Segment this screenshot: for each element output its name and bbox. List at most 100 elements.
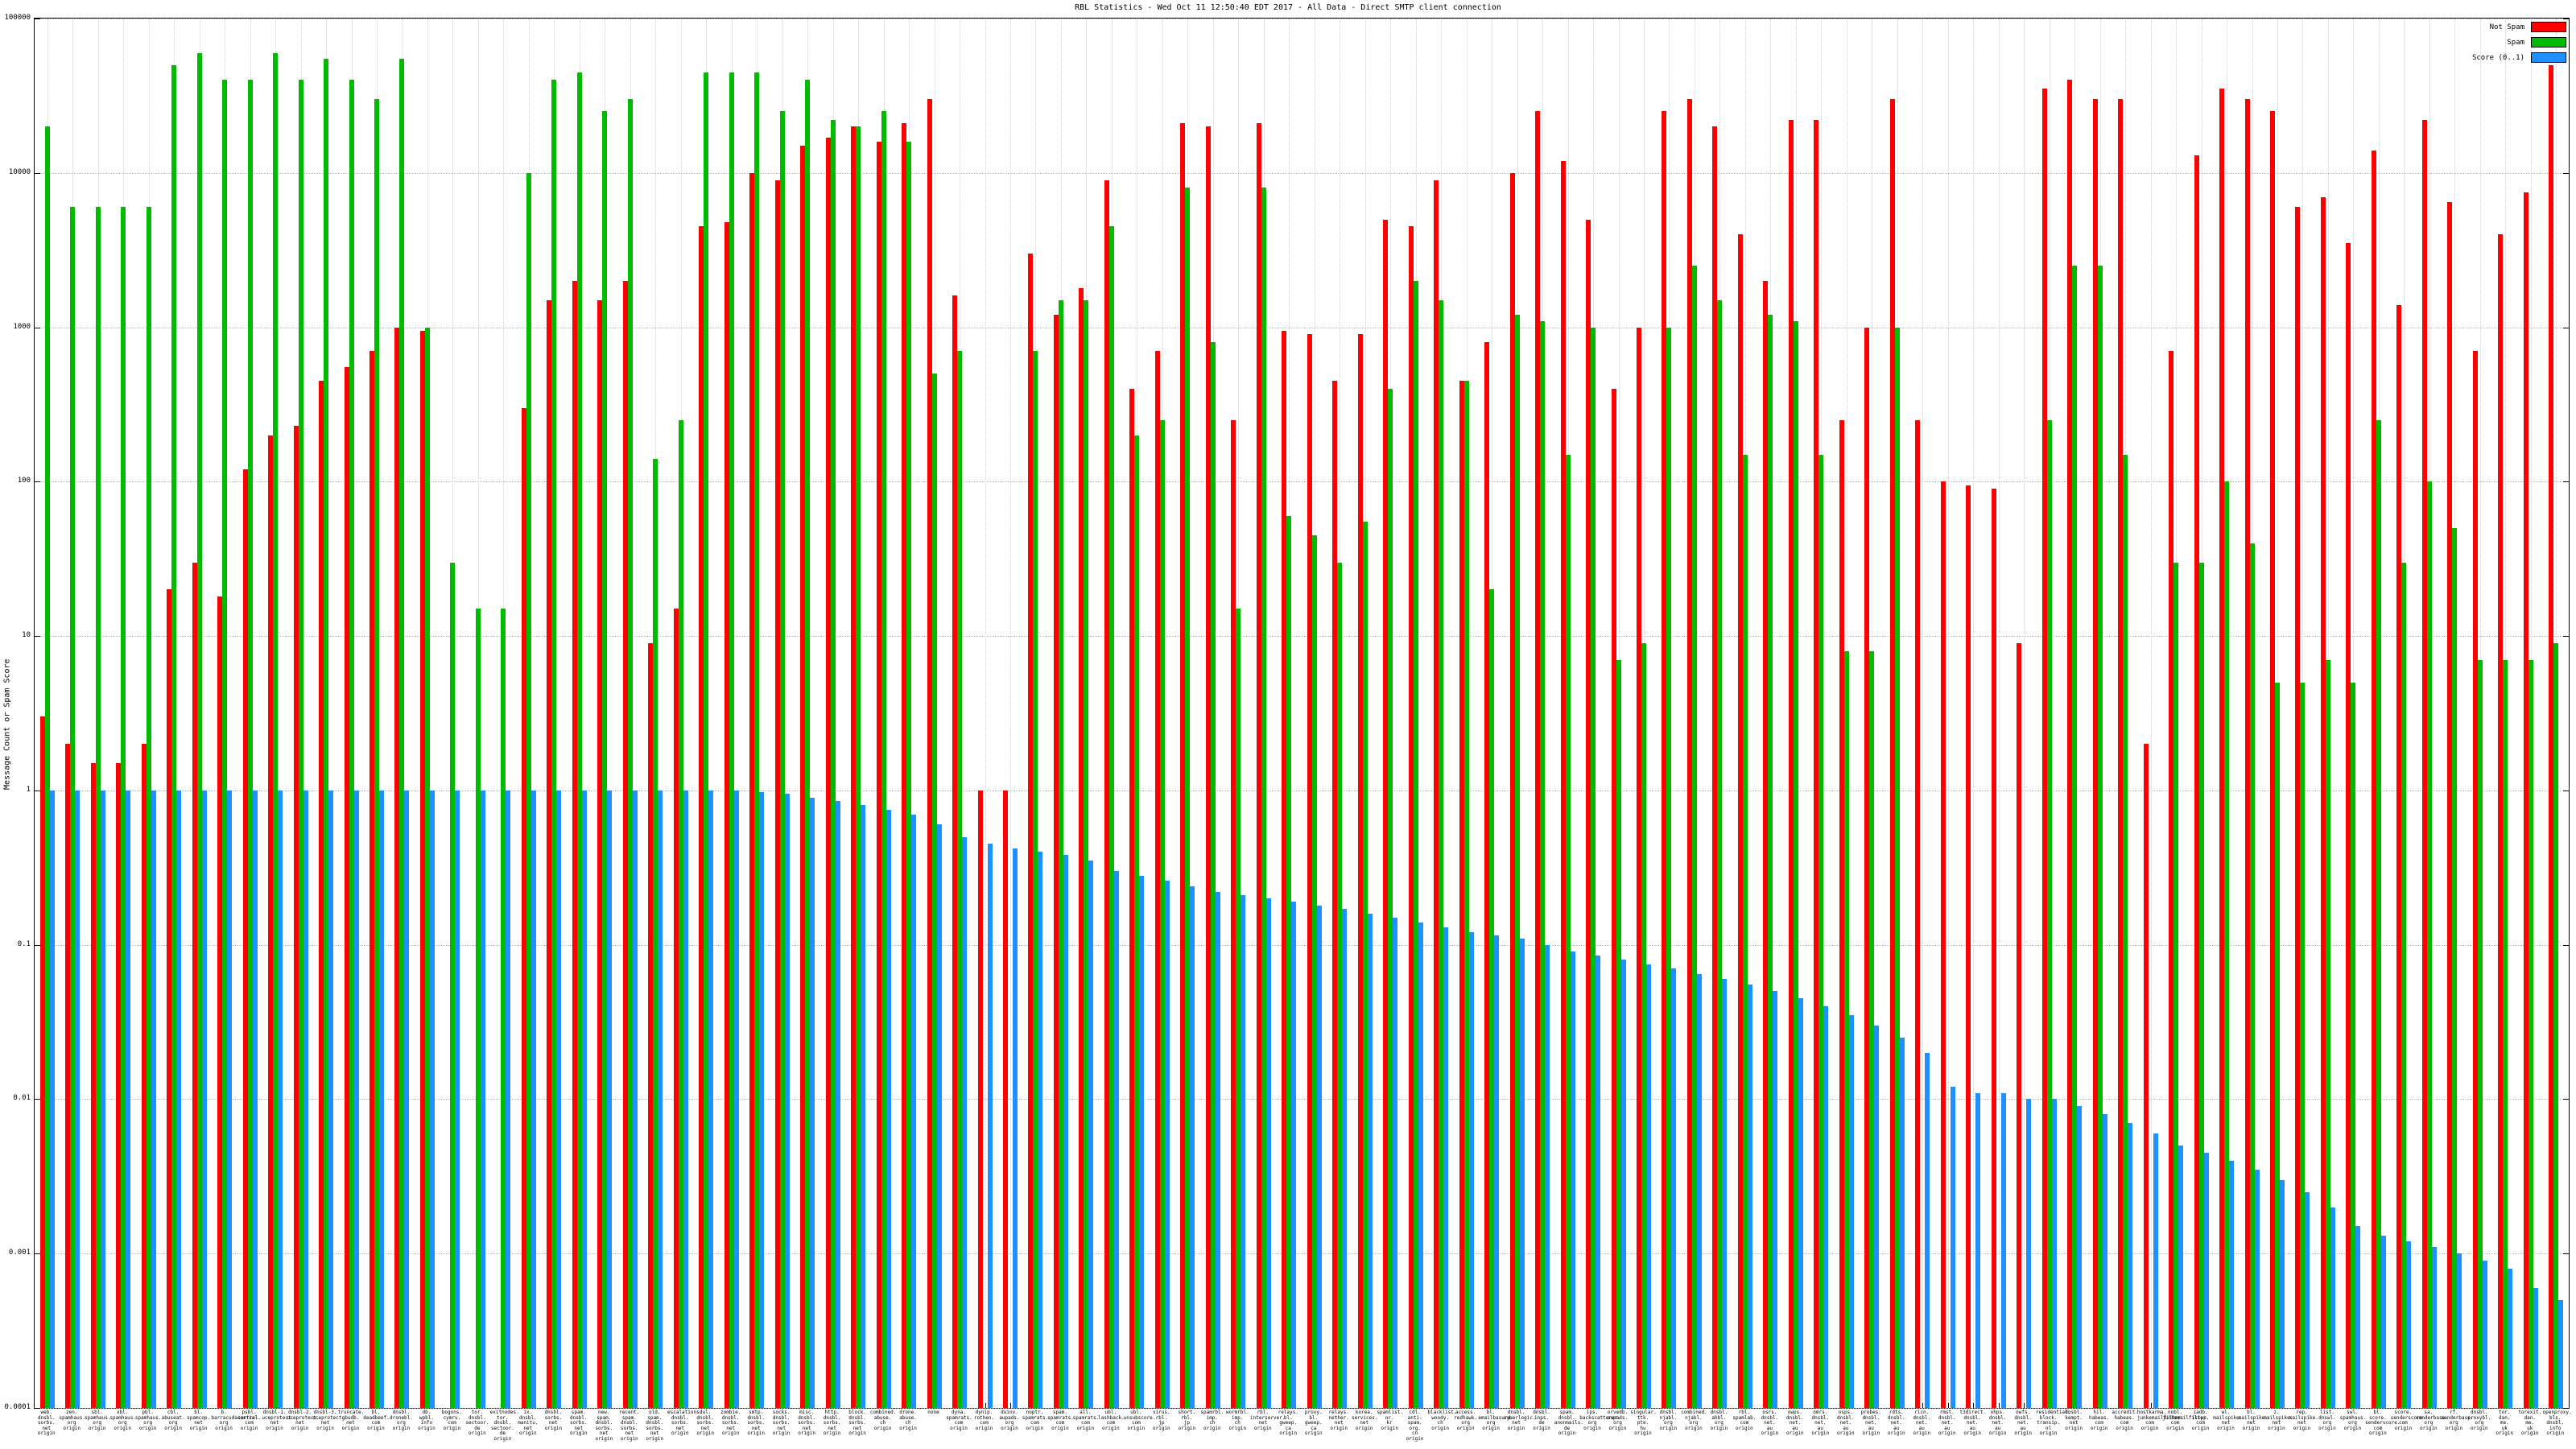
- legend: Not Spam Spam Score (0..1): [2472, 19, 2566, 65]
- bar-score: [733, 790, 739, 1408]
- x-tick-label: ubl. lashback. com origin: [1098, 1410, 1125, 1431]
- y-tick-mark: [2563, 1408, 2569, 1409]
- bar-not-spam: [1282, 330, 1287, 1408]
- x-tick-label: rbl. spamlab. com origin: [1732, 1410, 1757, 1431]
- x-tick-mark: [2024, 1403, 2025, 1408]
- x-tick-label: rbl. interserver. net origin: [1250, 1410, 1286, 1431]
- bar-score: [1596, 956, 1601, 1408]
- x-tick-label: osrs. dnsbl. net. au origin: [1761, 1410, 1779, 1436]
- bar-score: [1848, 1015, 1854, 1408]
- bar-score: [1545, 944, 1550, 1408]
- bar-spam: [2300, 682, 2306, 1408]
- x-tick-label: ubl. unsubscore. com origin: [1123, 1410, 1156, 1431]
- x-tick-label: spam. spamrats. com origin: [1047, 1410, 1074, 1431]
- x-tick-label: swl. spamhaus. org origin: [2339, 1410, 2367, 1431]
- bar-not-spam: [2371, 150, 2376, 1408]
- bar-not-spam: [2295, 207, 2301, 1408]
- bar-score: [1645, 964, 1651, 1408]
- bar-spam: [1843, 650, 1849, 1408]
- bar-score: [1975, 1092, 1981, 1408]
- bar-spam: [2274, 682, 2280, 1408]
- bar-spam: [44, 126, 50, 1408]
- x-tick-label: dynip. rothen. com origin: [973, 1410, 995, 1431]
- bar-not-spam: [699, 226, 704, 1408]
- bar-not-spam: [2447, 201, 2453, 1408]
- bar-score: [2128, 1123, 2133, 1408]
- bar-not-spam: [1712, 126, 1718, 1408]
- bar-score: [1113, 871, 1119, 1408]
- bar-spam: [1691, 266, 1697, 1408]
- bar-not-spam: [1991, 489, 1996, 1408]
- bar-score: [151, 790, 156, 1408]
- x-tick-label: exitnodes. tor. dnsbl. sectoor. de origin: [489, 1410, 519, 1442]
- x-tick-label: korea. services. net origin: [1351, 1410, 1378, 1431]
- bar-not-spam: [1205, 126, 1211, 1408]
- gridline-vertical: [1998, 19, 2000, 1408]
- bar-score: [759, 791, 765, 1408]
- bar-spam: [2046, 420, 2052, 1408]
- bar-spam: [576, 72, 582, 1408]
- bar-spam: [475, 609, 481, 1408]
- bar-score: [784, 794, 790, 1408]
- x-tick-label: combined. abuse. ch origin: [869, 1410, 897, 1431]
- bar-not-spam: [952, 295, 958, 1408]
- bar-not-spam: [2523, 192, 2529, 1408]
- bar-score: [886, 809, 891, 1408]
- bar-not-spam: [2092, 99, 2098, 1408]
- x-tick-label: zen. spamhaus. org origin: [59, 1410, 85, 1431]
- x-tick-label: owps. dnsbl. net. au origin: [1786, 1410, 1804, 1436]
- bar-score: [1468, 932, 1474, 1408]
- x-tick-label: dnsbl. inps. de origin: [1533, 1410, 1550, 1431]
- bar-spam: [121, 207, 126, 1408]
- x-tick-label: combined. njabl. org origin: [1681, 1410, 1707, 1431]
- x-tick-label: web. dnsbl. sorbs. net origin: [37, 1410, 56, 1436]
- bar-not-spam: [1154, 351, 1160, 1408]
- bar-score: [987, 844, 993, 1408]
- bar-spam: [324, 58, 329, 1408]
- y-tick-label: 100: [17, 477, 31, 485]
- bar-not-spam: [902, 122, 907, 1408]
- bar-not-spam: [116, 763, 122, 1408]
- bar-spam: [2376, 420, 2381, 1408]
- bar-score: [607, 790, 613, 1408]
- bar-score: [2000, 1092, 2006, 1408]
- y-tick-label: 0.1: [17, 939, 31, 948]
- x-tick-label: b. barracudacentral. org origin: [211, 1410, 261, 1431]
- bar-not-spam: [268, 435, 274, 1408]
- bar-score: [2355, 1226, 2361, 1408]
- bar-not-spam: [2498, 234, 2504, 1408]
- x-tick-label: spam. dnsbl. sorbs. net origin: [569, 1410, 588, 1436]
- x-tick-label: old. spam. dnsbl. sorbs. net origin: [646, 1410, 664, 1442]
- bar-not-spam: [319, 381, 324, 1408]
- bar-not-spam: [65, 744, 71, 1408]
- bar-score: [2229, 1160, 2235, 1408]
- bar-score: [683, 790, 688, 1408]
- bar-spam: [1463, 381, 1469, 1408]
- x-tick-label: db. wpbl. info origin: [418, 1410, 436, 1431]
- x-tick-label: tor. dan. me. uk origin: [2496, 1410, 2514, 1436]
- x-tick-label: dnsbl. dronebl. org origin: [390, 1410, 413, 1431]
- y-tick-mark: [2563, 1099, 2569, 1100]
- x-tick-label: spam. dnsbl. anonmails. de origin: [1554, 1410, 1583, 1436]
- x-tick-label: t3direct. dnsbl. net. au origin: [1959, 1410, 1986, 1436]
- bar-not-spam: [39, 716, 45, 1408]
- x-tick-label: dnsbl. cyberlogic. net origin: [1503, 1410, 1536, 1431]
- bar-score: [328, 790, 334, 1408]
- bar-not-spam: [1434, 180, 1439, 1408]
- x-tick-label: ohps. dnsbl. net. au origin: [1988, 1410, 2007, 1436]
- bar-score: [2558, 1299, 2564, 1408]
- bar-score: [2305, 1191, 2310, 1408]
- x-tick-mark: [1998, 1403, 2000, 1408]
- bar-score: [835, 801, 840, 1408]
- bar-score: [1418, 922, 1423, 1408]
- x-tick-label: block. dnsbl. sorbs. net origin: [848, 1410, 866, 1436]
- bar-score: [353, 790, 359, 1408]
- bar-score: [49, 790, 55, 1408]
- bar-score: [2102, 1114, 2107, 1408]
- x-tick-label: orvedb. aupads. org origin: [1607, 1410, 1629, 1431]
- bar-spam: [247, 80, 253, 1408]
- bar-spam: [1286, 515, 1292, 1408]
- bar-score: [581, 790, 587, 1408]
- bar-spam: [1869, 650, 1875, 1408]
